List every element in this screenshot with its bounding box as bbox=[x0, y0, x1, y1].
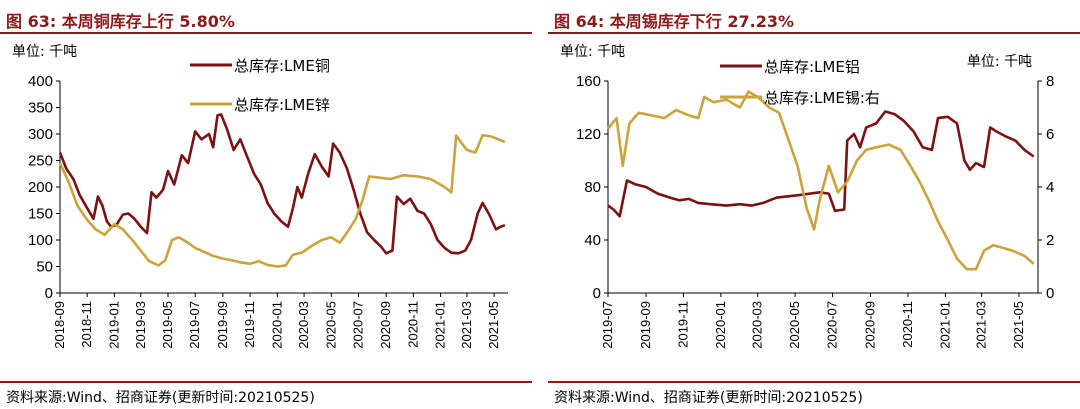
x-tick-label: 2019-03 bbox=[133, 301, 148, 349]
x-tick-label: 2021-03 bbox=[459, 301, 474, 349]
x-tick-label: 2021-01 bbox=[433, 301, 448, 349]
y2-tick-label: 4 bbox=[1046, 179, 1054, 196]
x-tick-label: 2021-03 bbox=[974, 301, 989, 349]
legend-label-1: 总库存:LME铝 bbox=[764, 58, 860, 76]
y2-tick-label: 0 bbox=[1046, 285, 1054, 302]
y-tick-label: 250 bbox=[28, 153, 53, 170]
y2-tick-label: 2 bbox=[1046, 232, 1054, 249]
x-tick-label: 2019-07 bbox=[600, 301, 615, 349]
x-tick-label: 2020-03 bbox=[296, 301, 311, 349]
x-tick-label: 2021-05 bbox=[1011, 301, 1026, 349]
title-rule bbox=[548, 32, 1080, 34]
y-tick-label: 150 bbox=[28, 206, 53, 223]
y-tick-label: 120 bbox=[576, 126, 601, 143]
chart-aluminum-tin: 0 40 80 120 160 0 2 4 6 8 2019-07 2019-09 2019-11 202… bbox=[560, 44, 1054, 349]
x-tick-label: 2020-09 bbox=[378, 301, 393, 349]
title-rule bbox=[0, 32, 532, 34]
x-tick-label: 2021-05 bbox=[486, 301, 501, 349]
y-tick-label: 350 bbox=[28, 100, 53, 117]
y-tick-label: 400 bbox=[28, 73, 53, 90]
source-note: 资料来源:Wind、招商证券(更新时间:20210525) bbox=[554, 390, 863, 406]
y2-tick-label: 6 bbox=[1046, 126, 1054, 143]
unit-label-right: 单位: 千吨 bbox=[967, 54, 1032, 70]
y-tick-label: 0 bbox=[45, 285, 53, 302]
y-tick-label: 50 bbox=[36, 259, 53, 276]
y-tick-label: 300 bbox=[28, 126, 53, 143]
x-tick-label: 2018-09 bbox=[52, 301, 67, 349]
x-tick-label: 2020-11 bbox=[900, 301, 915, 348]
legend-label-2: 总库存:LME锡:右 bbox=[764, 89, 880, 107]
x-tick-label: 2018-11 bbox=[79, 301, 94, 348]
source-note: 资料来源:Wind、招商证券(更新时间:20210525) bbox=[6, 390, 315, 406]
x-tick-label: 2020-05 bbox=[787, 301, 802, 349]
x-tick-label: 2019-07 bbox=[187, 301, 202, 349]
y-tick-label: 80 bbox=[584, 179, 601, 196]
y-tick-label: 40 bbox=[584, 232, 601, 249]
y-tick-label: 100 bbox=[28, 232, 53, 249]
source-rule bbox=[0, 381, 532, 383]
x-tick-label: 2021-01 bbox=[937, 301, 952, 349]
legend-label-2: 总库存:LME锌 bbox=[234, 96, 330, 114]
chart-panel-aluminum-tin: 图 64: 本周锡库存下行 27.23% 0 40 80 120 160 0 2 4 6 8 201… bbox=[548, 0, 1080, 409]
x-tick-label: 2020-03 bbox=[750, 301, 765, 349]
x-tick-label: 2020-11 bbox=[405, 301, 420, 348]
y-tick-label: 200 bbox=[28, 179, 53, 196]
x-tick-label: 2020-05 bbox=[323, 301, 338, 349]
series-line-1 bbox=[58, 113, 506, 255]
x-tick-label: 2020-07 bbox=[825, 301, 840, 349]
y2-tick-label: 8 bbox=[1046, 73, 1054, 90]
chart-title: 图 64: 本周锡库存下行 27.23% bbox=[554, 12, 795, 31]
x-tick-label: 2019-11 bbox=[242, 301, 257, 348]
source-rule bbox=[548, 381, 1080, 383]
x-tick-label: 2020-07 bbox=[351, 301, 366, 349]
x-tick-label: 2019-09 bbox=[638, 301, 653, 349]
x-tick-label: 2019-01 bbox=[106, 301, 121, 349]
x-tick-label: 2019-05 bbox=[160, 301, 175, 349]
y-tick-label: 160 bbox=[576, 73, 601, 90]
unit-label-left: 单位: 千吨 bbox=[560, 44, 625, 60]
x-tick-label: 2019-11 bbox=[675, 301, 690, 348]
series-line-1 bbox=[607, 110, 1035, 218]
chart-copper-zinc: 0 50 100 150 200 250 300 350 400 2018-09 2018-11 20… bbox=[12, 44, 508, 349]
y-tick-label: 0 bbox=[593, 285, 601, 302]
chart-panel-copper-zinc: 图 63: 本周铜库存上行 5.80% 0 50 100 150 200 250 300 35… bbox=[0, 0, 532, 409]
x-tick-label: 2020-01 bbox=[713, 301, 728, 349]
x-tick-label: 2020-09 bbox=[863, 301, 878, 349]
x-tick-label: 2019-09 bbox=[215, 301, 230, 349]
series-line-2 bbox=[606, 90, 1035, 271]
unit-label: 单位: 千吨 bbox=[12, 44, 77, 60]
chart-title: 图 63: 本周铜库存上行 5.80% bbox=[6, 12, 235, 31]
legend-label-1: 总库存:LME铜 bbox=[234, 57, 330, 75]
x-tick-label: 2020-01 bbox=[269, 301, 284, 349]
series-line-2 bbox=[58, 133, 506, 268]
